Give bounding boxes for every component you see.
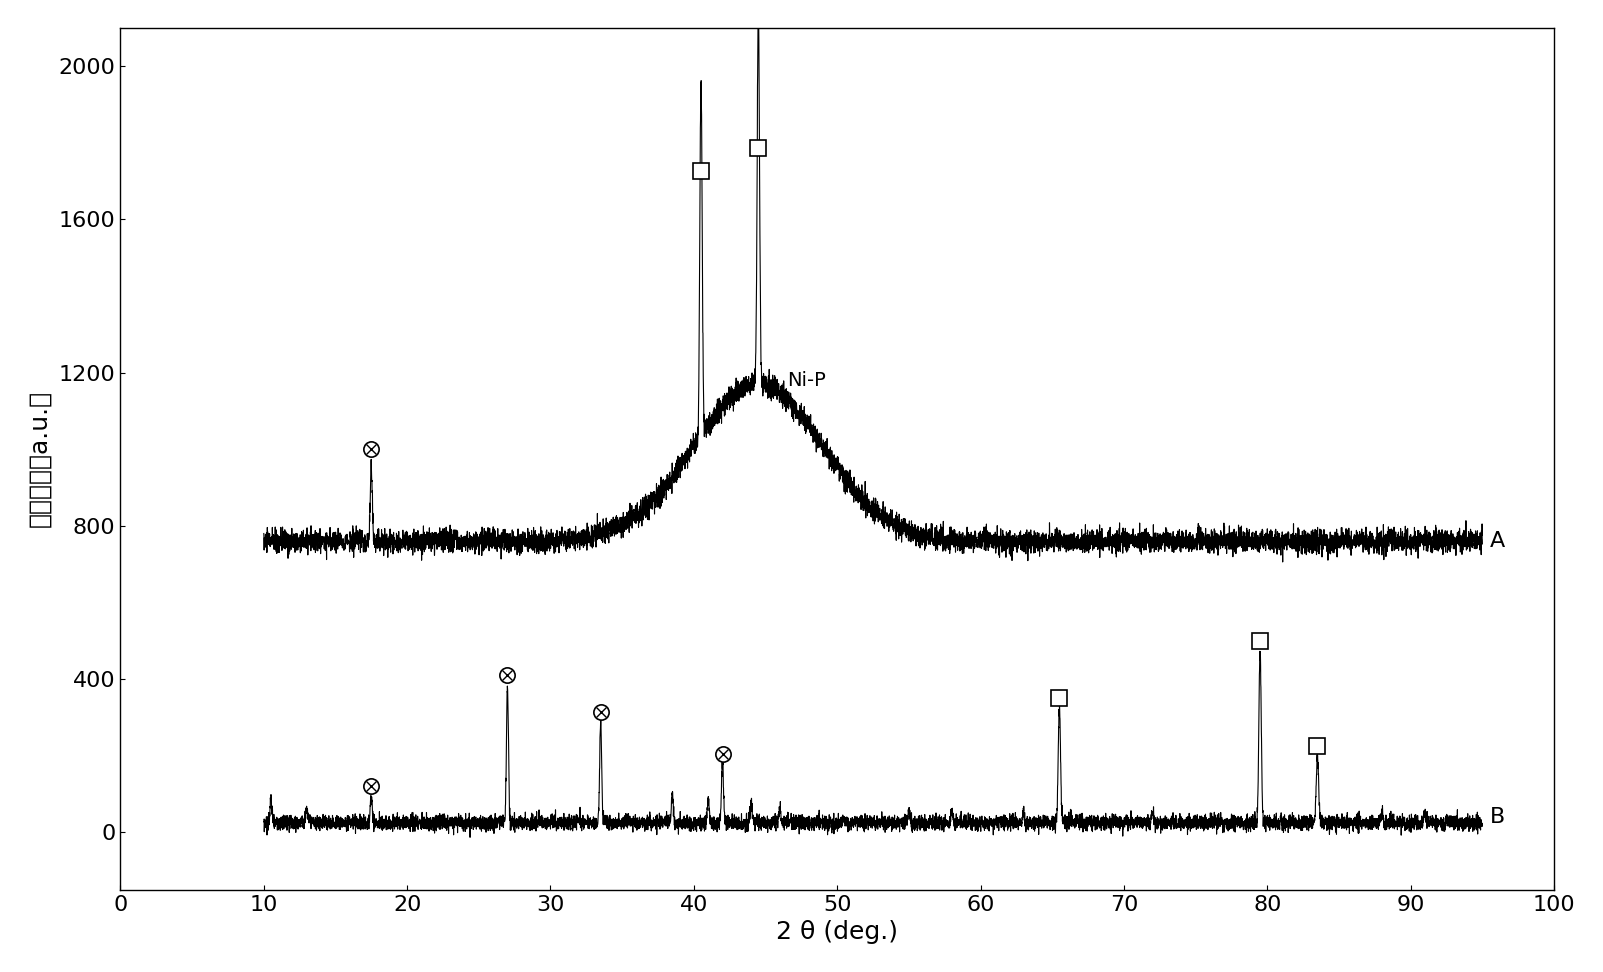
- Text: Ni-P: Ni-P: [787, 370, 826, 390]
- Y-axis label: 相对强度（a.u.）: 相对强度（a.u.）: [27, 390, 51, 528]
- Text: A: A: [1489, 531, 1505, 551]
- Text: B: B: [1489, 807, 1505, 827]
- X-axis label: 2 θ (deg.): 2 θ (deg.): [776, 920, 898, 944]
